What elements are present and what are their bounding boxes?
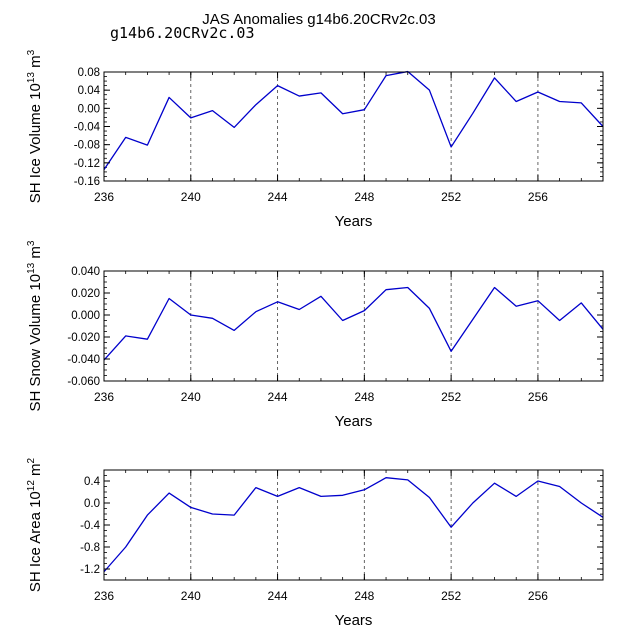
plot-frame: [103, 469, 604, 581]
y-tick-label: 0.040: [71, 266, 100, 278]
x-tick-label: 244: [268, 190, 288, 204]
y-axis-label-exponent: 13: [26, 72, 37, 84]
x-tick-label: 256: [528, 190, 548, 204]
y-tick-label: -0.16: [74, 176, 100, 188]
x-tick-label: 240: [181, 190, 201, 204]
x-axis-label: Years: [335, 612, 373, 629]
x-tick-label: 248: [354, 589, 374, 603]
y-tick-label: 0.0: [84, 498, 100, 510]
panel-1: 236 240 244 248 252 256 -0.16 -0.12 -0.08 -0.04 0.…: [26, 49, 604, 230]
y-axis-label-exponent: 3: [26, 240, 37, 246]
series-line: [103, 70, 604, 171]
y-tick-label: 0.000: [71, 310, 100, 322]
x-tick-label: 244: [268, 589, 288, 603]
y-tick-label: 0.4: [84, 476, 101, 488]
panels: 236 240 244 248 252 256 -0.16 -0.12 -0.08 -0.04 0.…: [26, 49, 604, 629]
y-axis-label-text: SH Snow Volume 10: [27, 274, 44, 412]
x-tick-label: 240: [181, 589, 201, 603]
y-axis-label-text: SH Ice Volume 10: [27, 83, 44, 203]
x-tick-label: 236: [94, 190, 114, 204]
x-tick-label: 240: [181, 390, 201, 404]
y-tick-label: -0.8: [80, 542, 100, 554]
plot-frame: [103, 71, 604, 182]
y-axis-label-exponent: 13: [26, 262, 37, 274]
x-tick-label: 236: [94, 589, 114, 603]
y-axis-label: SH Ice Area 1012 m2: [26, 457, 44, 592]
case-label: g14b6.20CRv2c.03: [110, 24, 255, 42]
y-tick-label: -0.04: [74, 122, 101, 134]
x-tick-label: 252: [441, 390, 461, 404]
series-line: [103, 477, 604, 573]
x-tick-label: 256: [528, 589, 548, 603]
x-tick-label: 236: [94, 390, 114, 404]
y-axis-label: SH Snow Volume 1013 m3: [26, 240, 44, 411]
y-tick-label: -0.4: [80, 520, 100, 532]
y-axis-label-exponent: 12: [26, 480, 37, 492]
x-tick-label: 248: [354, 190, 374, 204]
figure-title: JAS Anomalies g14b6.20CRv2c.03: [202, 11, 435, 28]
y-axis-label-text: SH Ice Area 10: [27, 491, 44, 592]
y-tick-label: -0.12: [74, 158, 100, 170]
x-axis-label: Years: [335, 213, 373, 230]
x-tick-label: 244: [268, 390, 288, 404]
x-axis-label: Years: [335, 413, 373, 430]
y-axis-label-exponent: 2: [26, 457, 37, 463]
x-tick-label: 252: [441, 589, 461, 603]
x-tick-label: 248: [354, 390, 374, 404]
y-tick-label: -0.08: [74, 140, 100, 152]
panel-2: 236 240 244 248 252 256 -0.060 -0.040 -0.020 0.00…: [26, 240, 604, 430]
y-tick-label: 0.020: [71, 288, 100, 300]
plot-frame: [103, 270, 604, 382]
y-axis-label: SH Ice Volume 1013 m3: [26, 49, 44, 203]
y-axis-label-text: m: [27, 246, 44, 263]
y-tick-label: -0.040: [67, 354, 100, 366]
y-axis-label-text: m: [27, 55, 44, 72]
y-axis-label-exponent: 3: [26, 49, 37, 55]
y-tick-label: 0.08: [78, 67, 100, 79]
y-tick-label: 0.00: [78, 103, 100, 115]
x-tick-label: 252: [441, 190, 461, 204]
y-tick-label: -0.020: [67, 332, 100, 344]
y-tick-label: -0.060: [67, 376, 100, 388]
y-tick-label: -1.2: [80, 564, 100, 576]
y-tick-label: 0.04: [78, 85, 101, 97]
panel-3: 236 240 244 248 252 256 -1.2 -0.8 -0.4 0.0 0.4 Year…: [26, 457, 604, 629]
series-line: [103, 286, 604, 361]
y-axis-label-text: m: [27, 463, 44, 480]
x-tick-label: 256: [528, 390, 548, 404]
